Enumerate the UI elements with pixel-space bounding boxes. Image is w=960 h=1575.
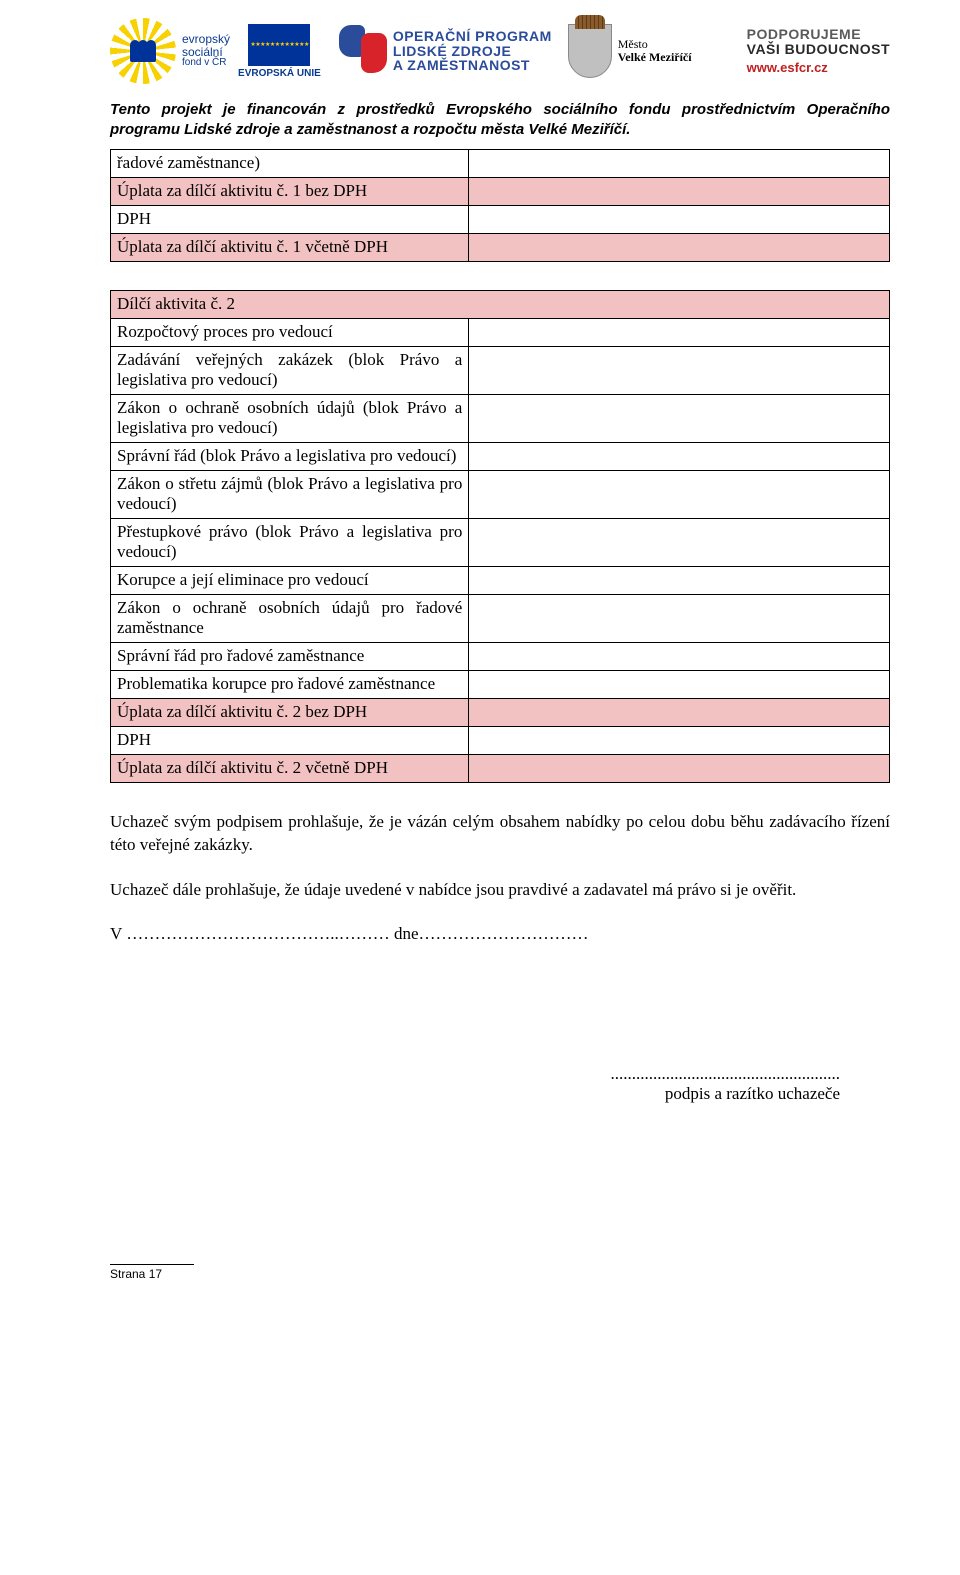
- support-block: PODPORUJEME VAŠI BUDOUCNOST www.esfcr.cz: [747, 27, 890, 74]
- row-value: [469, 755, 890, 783]
- support-l1: PODPORUJEME: [747, 27, 890, 42]
- table-row: Korupce a její eliminace pro vedoucí: [111, 567, 890, 595]
- row-value: [469, 699, 890, 727]
- row-value: [469, 471, 890, 519]
- row-value: [469, 671, 890, 699]
- support-l2: VAŠI BUDOUCNOST: [747, 42, 890, 57]
- table-row: Správní řád (blok Právo a legislativa pr…: [111, 443, 890, 471]
- place-date-line: V ………………………………..……… dne…………………………: [110, 924, 890, 944]
- table-row: Zákon o ochraně osobních údajů (blok Prá…: [111, 395, 890, 443]
- table-row: Úplata za dílčí aktivitu č. 2 bez DPH: [111, 699, 890, 727]
- esf-star-icon: [110, 18, 176, 84]
- table-header-row: Dílčí aktivita č. 2: [111, 291, 890, 319]
- row-label: Úplata za dílčí aktivitu č. 2 včetně DPH: [111, 755, 469, 783]
- table-row: DPH: [111, 206, 890, 234]
- table-row: řadové zaměstnance): [111, 150, 890, 178]
- row-label: Problematika korupce pro řadové zaměstna…: [111, 671, 469, 699]
- oplzz-icon: [335, 25, 387, 77]
- row-label: Úplata za dílčí aktivitu č. 1 včetně DPH: [111, 234, 469, 262]
- table-activity-2: Dílčí aktivita č. 2Rozpočtový proces pro…: [110, 290, 890, 783]
- oplzz-l3: A ZAMĚSTNANOST: [393, 58, 552, 73]
- table-row: Přestupkové právo (blok Právo a legislat…: [111, 519, 890, 567]
- esf-logo: evropský sociální fond v ČR: [110, 18, 230, 84]
- table-activity-1: řadové zaměstnance)Úplata za dílčí aktiv…: [110, 149, 890, 262]
- footer-page: Strana 17: [110, 1267, 890, 1281]
- row-value: [469, 150, 890, 178]
- eu-flag-icon: [248, 24, 310, 66]
- table-row: Správní řád pro řadové zaměstnance: [111, 643, 890, 671]
- row-label: Úplata za dílčí aktivitu č. 2 bez DPH: [111, 699, 469, 727]
- row-label: Zadávání veřejných zakázek (blok Právo a…: [111, 347, 469, 395]
- row-value: [469, 567, 890, 595]
- row-value: [469, 395, 890, 443]
- row-label: Přestupkové právo (blok Právo a legislat…: [111, 519, 469, 567]
- table-row: Rozpočtový proces pro vedoucí: [111, 319, 890, 347]
- city-crest-icon: [568, 24, 612, 78]
- city-logo: Město Velké Meziříčí: [568, 24, 692, 78]
- oplzz-logo: OPERAČNÍ PROGRAM LIDSKÉ ZDROJE A ZAMĚSTN…: [335, 25, 552, 77]
- oplzz-text: OPERAČNÍ PROGRAM LIDSKÉ ZDROJE A ZAMĚSTN…: [393, 29, 552, 73]
- city-l2: Velké Meziříčí: [618, 51, 692, 64]
- eu-logo: EVROPSKÁ UNIE: [238, 24, 321, 79]
- table-row: Zákon o ochraně osobních údajů pro řadov…: [111, 595, 890, 643]
- row-value: [469, 595, 890, 643]
- row-label: DPH: [111, 206, 469, 234]
- row-value: [469, 206, 890, 234]
- row-value: [469, 643, 890, 671]
- signature-block: ........................................…: [110, 1064, 890, 1104]
- table-row: Úplata za dílčí aktivitu č. 1 včetně DPH: [111, 234, 890, 262]
- row-label: Správní řád pro řadové zaměstnance: [111, 643, 469, 671]
- table-row: Zákon o střetu zájmů (blok Právo a legis…: [111, 471, 890, 519]
- eu-label: EVROPSKÁ UNIE: [238, 68, 321, 79]
- declaration-2: Uchazeč dále prohlašuje, že údaje uveden…: [110, 879, 890, 902]
- row-value: [469, 234, 890, 262]
- row-label: Zákon o ochraně osobních údajů (blok Prá…: [111, 395, 469, 443]
- city-text: Město Velké Meziříčí: [618, 38, 692, 63]
- signature-label: podpis a razítko uchazeče: [110, 1084, 840, 1104]
- signature-dots: ........................................…: [110, 1064, 840, 1084]
- row-label: Zákon o ochraně osobních údajů pro řadov…: [111, 595, 469, 643]
- row-value: [469, 178, 890, 206]
- row-label: Korupce a její eliminace pro vedoucí: [111, 567, 469, 595]
- declaration-1: Uchazeč svým podpisem prohlašuje, že je …: [110, 811, 890, 857]
- table-row: DPH: [111, 727, 890, 755]
- table-row: Úplata za dílčí aktivitu č. 1 bez DPH: [111, 178, 890, 206]
- table-row: Úplata za dílčí aktivitu č. 2 včetně DPH: [111, 755, 890, 783]
- row-value: [469, 347, 890, 395]
- row-value: [469, 727, 890, 755]
- footer-rule: [110, 1264, 194, 1265]
- esf-line1: evropský: [182, 33, 230, 46]
- row-label: Zákon o střetu zájmů (blok Právo a legis…: [111, 471, 469, 519]
- funding-note: Tento projekt je financován z prostředků…: [110, 100, 890, 139]
- table-header-cell: Dílčí aktivita č. 2: [111, 291, 890, 319]
- esf-text: evropský sociální fond v ČR: [182, 33, 230, 69]
- row-label: Správní řád (blok Právo a legislativa pr…: [111, 443, 469, 471]
- table-row: Problematika korupce pro řadové zaměstna…: [111, 671, 890, 699]
- row-label: řadové zaměstnance): [111, 150, 469, 178]
- row-value: [469, 443, 890, 471]
- row-value: [469, 519, 890, 567]
- support-l3: www.esfcr.cz: [747, 61, 890, 75]
- row-value: [469, 319, 890, 347]
- row-label: DPH: [111, 727, 469, 755]
- esf-line3: fond v ČR: [182, 58, 230, 69]
- oplzz-l1: OPERAČNÍ PROGRAM: [393, 29, 552, 44]
- row-label: Rozpočtový proces pro vedoucí: [111, 319, 469, 347]
- table-row: Zadávání veřejných zakázek (blok Právo a…: [111, 347, 890, 395]
- row-label: Úplata za dílčí aktivitu č. 1 bez DPH: [111, 178, 469, 206]
- header-logo-row: evropský sociální fond v ČR EVROPSKÁ UNI…: [110, 10, 890, 92]
